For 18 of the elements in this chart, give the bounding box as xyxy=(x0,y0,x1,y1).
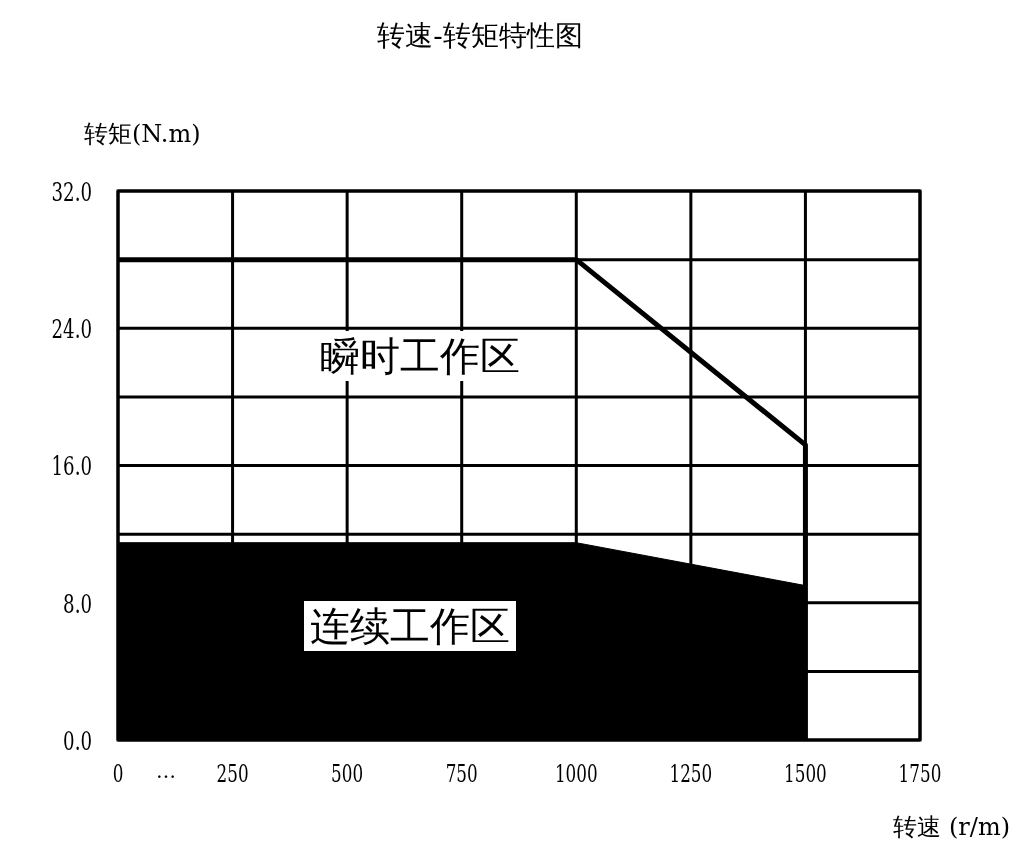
annotation: … xyxy=(156,759,177,783)
xlabel: 转速 (r/m) xyxy=(893,813,1010,841)
xtick: 500 xyxy=(331,760,364,788)
xtick: 1500 xyxy=(784,760,827,788)
ytick: 16.0 xyxy=(51,451,92,482)
title: 转速-转矩特性图 xyxy=(377,19,583,52)
xtick: 1750 xyxy=(898,760,942,788)
xtick: 750 xyxy=(445,760,478,788)
ylabel: 转矩(N.m) xyxy=(84,120,201,148)
ytick: 32.0 xyxy=(51,176,92,207)
xtick: 1250 xyxy=(669,760,713,788)
annotation: 连续工作区 xyxy=(304,601,516,651)
ytick: 0.0 xyxy=(63,725,92,756)
xtick: 1000 xyxy=(554,760,598,788)
ytick: 24.0 xyxy=(51,313,92,345)
ytick: 8.0 xyxy=(63,588,92,619)
xtick: 0 xyxy=(112,760,124,788)
xtick: 250 xyxy=(216,760,249,788)
